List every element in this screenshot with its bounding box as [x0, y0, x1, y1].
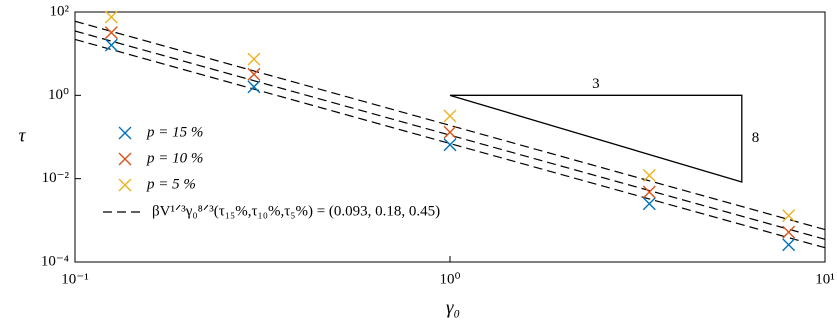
data-point [443, 138, 457, 152]
fit-line [74, 20, 826, 231]
x-tick-label: 10¹ [815, 271, 835, 287]
data-point [642, 168, 656, 182]
slope-run-label: 3 [592, 76, 600, 92]
data-point [104, 10, 118, 24]
legend-marker [118, 126, 132, 140]
fit-line [74, 38, 826, 249]
data-point [642, 197, 656, 211]
data-point [247, 52, 261, 66]
x-axis-label: γ₀ [446, 297, 460, 318]
data-point [247, 80, 261, 94]
data-point [443, 109, 457, 123]
data-point [443, 125, 457, 139]
slope-rise-label: 8 [752, 130, 760, 146]
x-tick-label: 10⁰ [439, 271, 460, 287]
legend-label: p = 15 % [146, 124, 203, 140]
y-tick-label: 10⁻⁴ [41, 253, 69, 269]
y-tick-label: 10⁻² [42, 170, 70, 186]
x-tick-label: 10⁻¹ [61, 271, 88, 287]
legend-marker [118, 178, 132, 192]
legend-label: βV¹ᐟ³γ₀⁸ᐟ³(τ₁₅%,τ₁₀%,τ₅%) = (0.093, 0.18… [152, 203, 440, 219]
y-tick-label: 10² [50, 3, 70, 19]
data-point [782, 238, 796, 252]
y-axis-label: τ [19, 125, 27, 146]
legend-label: p = 10 % [146, 150, 203, 166]
data-point [782, 209, 796, 223]
legend-marker [118, 152, 132, 166]
data-point [642, 185, 656, 199]
data-point [104, 26, 118, 40]
data-point [247, 67, 261, 81]
fit-line [74, 30, 826, 240]
data-point [782, 225, 796, 239]
legend-label: p = 5 % [146, 176, 196, 192]
data-point [104, 38, 118, 52]
slope-triangle [449, 94, 743, 183]
y-tick-label: 10⁰ [48, 87, 69, 103]
